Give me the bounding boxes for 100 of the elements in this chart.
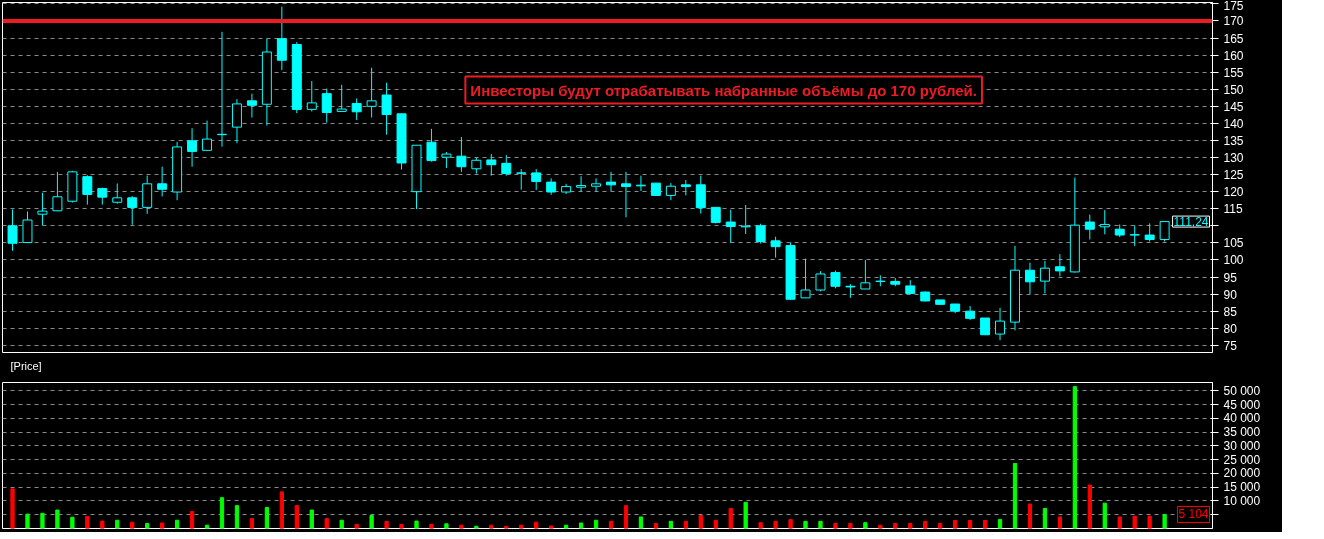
candlestick [366, 67, 377, 119]
y-tick-label: 15 000 [1223, 480, 1261, 495]
bar [459, 524, 464, 529]
bar [713, 519, 718, 529]
text: 5 104 [1178, 507, 1209, 522]
bar [55, 509, 60, 529]
y-tick-label: 155 [1223, 65, 1244, 80]
candlestick [22, 210, 33, 244]
y-tick-label: 160 [1223, 48, 1244, 63]
candlestick [800, 258, 811, 299]
bar [997, 518, 1003, 529]
candlestick [276, 6, 287, 71]
bar [923, 520, 928, 529]
bar [638, 516, 644, 529]
bar [578, 522, 584, 529]
bar [833, 523, 838, 529]
bar [504, 525, 509, 529]
candlestick [202, 120, 213, 151]
candlestick [351, 97, 362, 121]
bar [444, 523, 449, 529]
y-tick-label: 140 [1223, 116, 1244, 131]
candlestick [516, 168, 527, 191]
bar [758, 522, 763, 529]
bar [1147, 515, 1152, 529]
bar [1102, 502, 1107, 529]
y-tick-label: 25 000 [1223, 452, 1261, 467]
bar [848, 523, 853, 529]
candlestick [1159, 220, 1170, 243]
candlestick [725, 209, 736, 244]
y-tick-label: 75 [1223, 338, 1238, 353]
y-tick-label: 130 [1223, 151, 1244, 166]
candlestick [1099, 209, 1110, 235]
text: [Price] [10, 359, 42, 372]
bar [309, 509, 314, 529]
y-tick-label: 50 000 [1223, 383, 1261, 398]
candlestick [860, 259, 871, 290]
candlestick [321, 88, 332, 124]
bar [384, 520, 389, 529]
bar [115, 519, 120, 529]
candlestick [142, 175, 153, 215]
candlestick [606, 171, 616, 192]
candlestick [187, 127, 198, 168]
bar [519, 524, 524, 529]
bar [743, 501, 748, 529]
bar [1012, 462, 1018, 529]
candlestick [7, 208, 18, 252]
y-tick-label: 35 000 [1223, 425, 1261, 440]
y-tick-label: 45 000 [1223, 397, 1261, 412]
y-tick-label: 135 [1223, 133, 1244, 148]
bar [803, 520, 808, 529]
bar [100, 520, 105, 529]
candlestick [695, 175, 706, 215]
bar [893, 523, 898, 529]
candlestick [52, 171, 63, 212]
candlestick [531, 168, 542, 191]
bar [354, 523, 359, 529]
y-tick-label: 90 [1223, 287, 1238, 302]
candlestick [995, 307, 1006, 341]
bar [489, 524, 494, 529]
y-tick-label: 165 [1223, 31, 1244, 46]
bar [219, 497, 225, 529]
bar [399, 523, 404, 529]
bar [1027, 503, 1033, 529]
bar [982, 520, 988, 529]
bar [249, 518, 255, 529]
y-tick-label: 85 [1223, 304, 1238, 319]
annotation: Инвесторы будут отрабатывать набранные объёмы до 170 рублей. [470, 81, 977, 99]
y-tick-label: 30 000 [1223, 438, 1261, 453]
y-tick-label: 105 [1223, 236, 1244, 251]
bar [474, 525, 479, 529]
candlestick [381, 82, 392, 136]
candlestick [1084, 214, 1095, 240]
candlestick [426, 128, 437, 163]
bar [40, 512, 45, 529]
candlestick [306, 80, 317, 112]
candlestick [1024, 262, 1035, 295]
bar [728, 507, 733, 529]
bar [773, 520, 778, 529]
bar [549, 525, 554, 529]
bar [863, 522, 868, 529]
bar [967, 520, 973, 529]
bar [698, 515, 703, 529]
bar [414, 520, 419, 529]
bar [429, 523, 434, 529]
bar [818, 520, 823, 529]
y-tick-label: 125 [1223, 168, 1244, 183]
bar [369, 515, 374, 529]
bar [234, 505, 240, 529]
y-tick-label: 145 [1223, 99, 1244, 114]
candlestick [576, 175, 587, 193]
y-tick-label: 40 000 [1223, 411, 1261, 426]
candlestick [112, 182, 123, 205]
y-tick-label: 100 [1223, 253, 1244, 268]
candlestick [127, 195, 138, 226]
y-tick-label: 95 [1223, 270, 1238, 285]
candlestick [1129, 224, 1140, 247]
candlestick [620, 171, 631, 218]
bar [189, 510, 195, 529]
bar [10, 488, 15, 529]
candlestick [456, 136, 467, 173]
